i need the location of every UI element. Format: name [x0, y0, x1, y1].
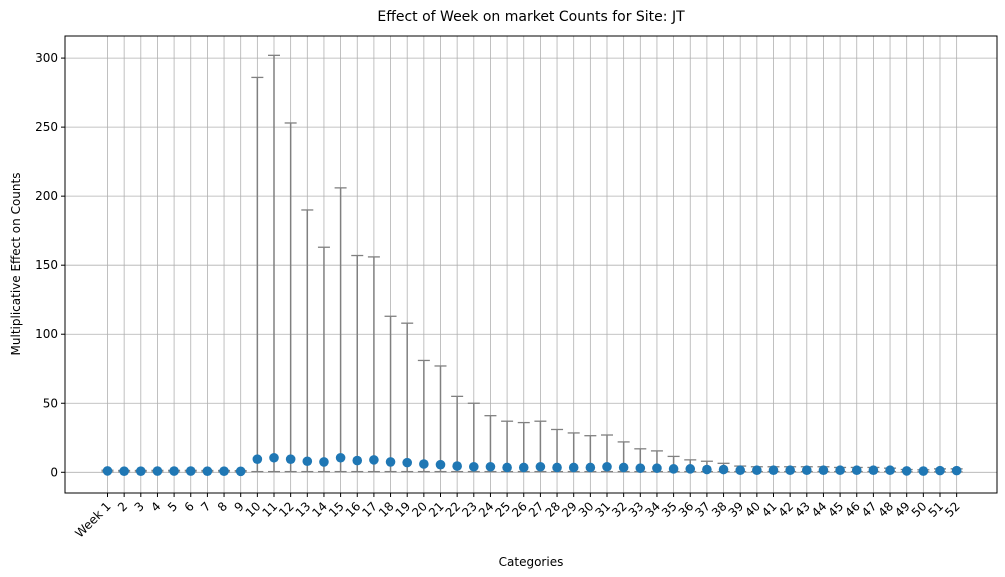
- error-bars: [101, 54, 963, 473]
- data-point: [901, 466, 912, 476]
- data-point: [169, 466, 179, 476]
- data-point: [352, 455, 363, 466]
- data-point: [485, 461, 496, 472]
- chart-title: Effect of Week on market Counts for Site…: [377, 9, 685, 25]
- y-tick-label: 150: [35, 258, 58, 272]
- x-tick-label: 5: [165, 499, 180, 514]
- y-tick-label: 0: [50, 465, 58, 479]
- y-tick-label: 250: [35, 120, 58, 134]
- data-point: [202, 466, 213, 476]
- data-point: [419, 459, 429, 469]
- data-point: [552, 462, 562, 473]
- y-tick-label: 200: [35, 189, 58, 203]
- x-axis: Week 1 2 3 4 5 6 7 8 910111213141516171819202122…: [72, 493, 963, 540]
- data-point: [818, 465, 829, 476]
- data-point: [935, 465, 945, 476]
- data-point: [718, 464, 729, 475]
- data-point: [785, 465, 795, 476]
- data-point: [452, 461, 462, 471]
- data-point: [635, 463, 646, 473]
- x-tick-label: 3: [132, 499, 147, 514]
- x-tick-label: 52: [942, 499, 963, 520]
- x-tick-label: 6: [182, 499, 197, 514]
- y-tick-label: 300: [35, 51, 58, 65]
- data-point: [369, 455, 379, 465]
- plot-frame: [64, 35, 998, 494]
- data-point: [402, 457, 413, 468]
- data-point: [219, 466, 229, 476]
- data-point: [269, 452, 279, 463]
- data-point: [602, 461, 612, 472]
- data-point: [702, 464, 712, 475]
- data-point: [136, 466, 146, 476]
- data-point: [102, 466, 113, 476]
- data-points: [102, 452, 962, 477]
- x-tick-label: 7: [198, 499, 213, 514]
- data-point: [568, 462, 579, 473]
- data-point: [185, 466, 196, 476]
- x-tick-label: 8: [215, 499, 230, 514]
- y-axis-label: Multiplicative Effect on Counts: [9, 173, 23, 356]
- data-point: [518, 462, 529, 473]
- data-point: [152, 466, 163, 476]
- y-axis: 0 50 100 150 200 250 300: [35, 51, 65, 479]
- data-point: [685, 464, 696, 474]
- grid: [65, 36, 997, 493]
- data-point: [618, 462, 629, 473]
- data-point: [335, 452, 346, 463]
- data-point: [868, 465, 879, 476]
- data-point: [668, 464, 679, 474]
- data-point: [302, 456, 313, 467]
- x-axis-label: Categories: [499, 555, 564, 569]
- data-point: [885, 465, 895, 476]
- data-point: [652, 463, 662, 473]
- data-point: [535, 461, 546, 472]
- data-point: [319, 457, 329, 467]
- data-point: [252, 454, 263, 464]
- x-tick-label: Week 1: [72, 499, 113, 540]
- data-point: [735, 465, 745, 476]
- data-point: [119, 466, 129, 476]
- data-point: [469, 461, 479, 472]
- data-point: [752, 465, 762, 476]
- data-point: [768, 465, 779, 476]
- x-tick-label: 4: [148, 499, 163, 514]
- data-point: [835, 465, 845, 476]
- data-point: [918, 466, 929, 476]
- y-tick-label: 50: [43, 396, 58, 410]
- data-point: [502, 462, 512, 473]
- data-point: [802, 465, 812, 476]
- data-point: [951, 465, 962, 476]
- data-point: [385, 457, 396, 467]
- data-point: [285, 454, 296, 464]
- y-tick-label: 100: [35, 327, 58, 341]
- data-point: [851, 465, 862, 476]
- data-point: [435, 459, 446, 470]
- x-tick-label: 2: [115, 499, 130, 514]
- data-point: [235, 466, 246, 477]
- data-point: [585, 462, 596, 473]
